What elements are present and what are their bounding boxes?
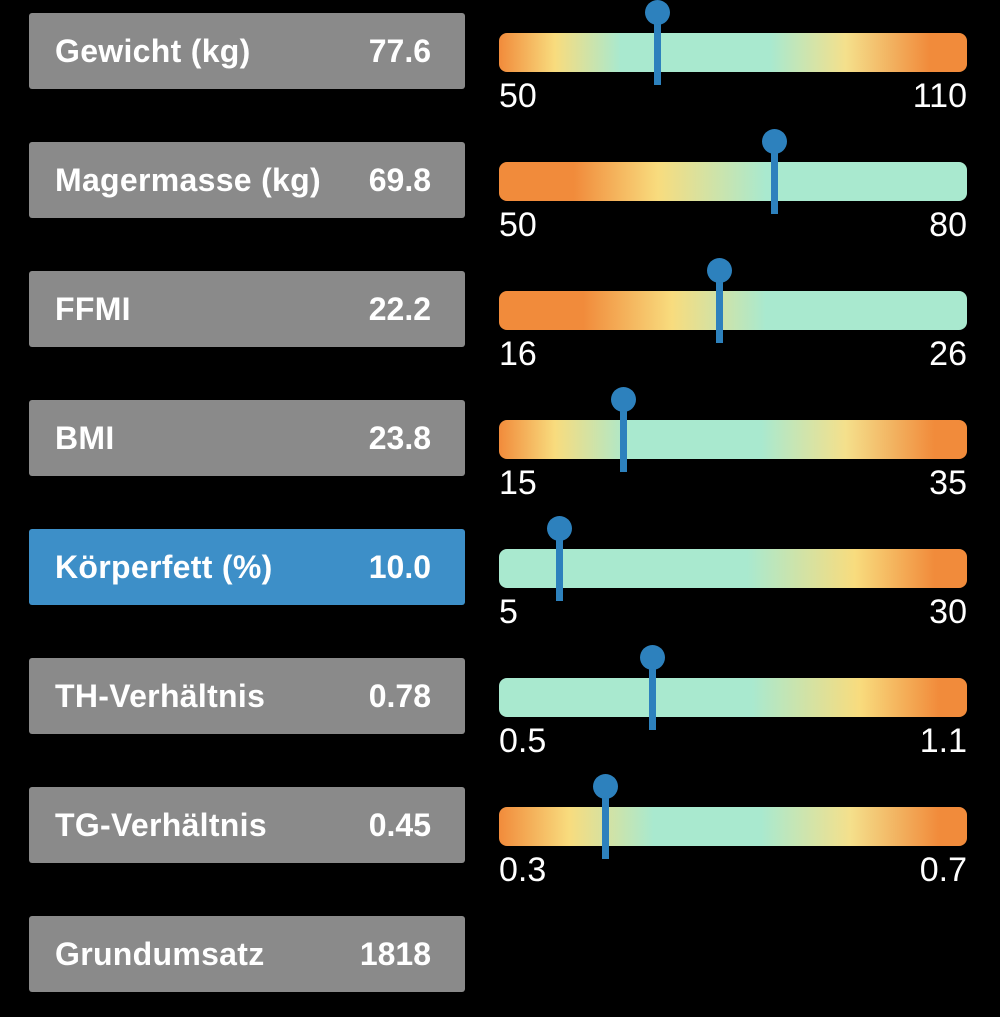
metric-row-0: Gewicht (kg) 77.6 50 110 [0, 0, 1000, 129]
pin-stem-icon [653, 12, 661, 85]
gauge-max-label: 80 [929, 206, 967, 244]
gauge-marker-pin [639, 645, 665, 732]
metric-value: 10.0 [368, 548, 431, 585]
gauge-max-label: 110 [912, 77, 967, 115]
metric-gauge: 15 35 [499, 387, 967, 516]
gauge-gradient-bar [499, 420, 967, 459]
gauge-marker-pin [547, 516, 573, 603]
pin-head-icon [610, 387, 636, 412]
pin-stem-icon [648, 657, 656, 730]
gauge-gradient-bar [499, 162, 967, 201]
metric-label: Gewicht (kg) [55, 32, 251, 69]
metric-gauge: 5 30 [499, 516, 967, 645]
pin-stem-icon [556, 528, 564, 601]
gauge-gradient-bar [499, 807, 967, 846]
gauge-min-label: 16 [499, 335, 537, 373]
gauge-scale: 50 80 [499, 208, 967, 242]
pin-head-icon [592, 774, 618, 799]
pin-head-icon [639, 645, 665, 670]
gauge-scale: 0.5 1.1 [499, 724, 967, 758]
pin-stem-icon [770, 141, 778, 214]
gauge-max-label: 30 [929, 593, 967, 631]
pin-stem-icon [601, 786, 609, 859]
gauge-gradient-bar [499, 678, 967, 717]
metric-row-3: BMI 23.8 15 35 [0, 387, 1000, 516]
pin-stem-icon [716, 270, 724, 343]
gauge-scale: 5 30 [499, 595, 967, 629]
gauge-gradient-bar [499, 291, 967, 330]
metric-gauge: 16 26 [499, 258, 967, 387]
metric-row-6: TG-Verhältnis 0.45 0.3 0.7 [0, 774, 1000, 903]
metric-row-4: Körperfett (%) 10.0 5 30 [0, 516, 1000, 645]
gauge-marker-pin [610, 387, 636, 474]
metric-button-0[interactable]: Gewicht (kg) 77.6 [29, 13, 465, 89]
metric-label: FFMI [55, 290, 131, 327]
gauge-scale: 16 26 [499, 337, 967, 371]
gauge-max-label: 0.7 [919, 851, 967, 889]
gauge-marker-pin [592, 774, 618, 861]
pin-head-icon [644, 0, 670, 25]
gauge-min-label: 50 [499, 77, 537, 115]
metric-value: 1818 [359, 935, 431, 972]
gauge-scale: 15 35 [499, 466, 967, 500]
metric-button-5[interactable]: TH-Verhältnis 0.78 [29, 658, 465, 734]
metric-button-6[interactable]: TG-Verhältnis 0.45 [29, 787, 465, 863]
metric-gauge: 50 110 [499, 0, 967, 129]
metric-button-2[interactable]: FFMI 22.2 [29, 271, 465, 347]
metric-button-1[interactable]: Magermasse (kg) 69.8 [29, 142, 465, 218]
metric-label: TH-Verhältnis [55, 677, 266, 714]
gauge-marker-pin [761, 129, 787, 216]
metric-gauge: 50 80 [499, 129, 967, 258]
metric-button-4[interactable]: Körperfett (%) 10.0 [29, 529, 465, 605]
gauge-scale: 0.3 0.7 [499, 853, 967, 887]
metric-value: 77.6 [368, 32, 431, 69]
metric-row-7: Grundumsatz 1818 [0, 903, 1000, 1017]
metric-gauge: 0.5 1.1 [499, 645, 967, 774]
pin-stem-icon [619, 399, 627, 472]
metric-label: BMI [55, 419, 115, 456]
pin-head-icon [547, 516, 573, 541]
gauge-gradient-bar [499, 549, 967, 588]
metric-button-3[interactable]: BMI 23.8 [29, 400, 465, 476]
gauge-scale: 50 110 [499, 79, 967, 113]
metric-value: 69.8 [368, 161, 431, 198]
metric-value: 23.8 [368, 419, 431, 456]
gauge-min-label: 0.3 [499, 851, 547, 889]
gauge-min-label: 50 [499, 206, 537, 244]
gauge-max-label: 1.1 [919, 722, 967, 760]
metric-row-5: TH-Verhältnis 0.78 0.5 1.1 [0, 645, 1000, 774]
gauge-marker-pin [707, 258, 733, 345]
gauge-min-label: 5 [499, 593, 518, 631]
gauge-max-label: 35 [929, 464, 967, 502]
gauge-min-label: 0.5 [499, 722, 547, 760]
pin-head-icon [707, 258, 733, 283]
metric-value: 0.78 [368, 677, 431, 714]
gauge-gradient-bar [499, 33, 967, 72]
metric-label: Magermasse (kg) [55, 161, 321, 198]
metric-label: Grundumsatz [55, 935, 265, 972]
pin-head-icon [761, 129, 787, 154]
metric-gauge: 0.3 0.7 [499, 774, 967, 903]
metric-row-2: FFMI 22.2 16 26 [0, 258, 1000, 387]
metric-row-1: Magermasse (kg) 69.8 50 80 [0, 129, 1000, 258]
gauge-max-label: 26 [929, 335, 967, 373]
metric-label: Körperfett (%) [55, 548, 273, 585]
metric-button-7[interactable]: Grundumsatz 1818 [29, 916, 465, 992]
gauge-min-label: 15 [499, 464, 537, 502]
gauge-marker-pin [644, 0, 670, 87]
metric-value: 22.2 [368, 290, 431, 327]
metric-value: 0.45 [368, 806, 431, 843]
metric-label: TG-Verhältnis [55, 806, 267, 843]
